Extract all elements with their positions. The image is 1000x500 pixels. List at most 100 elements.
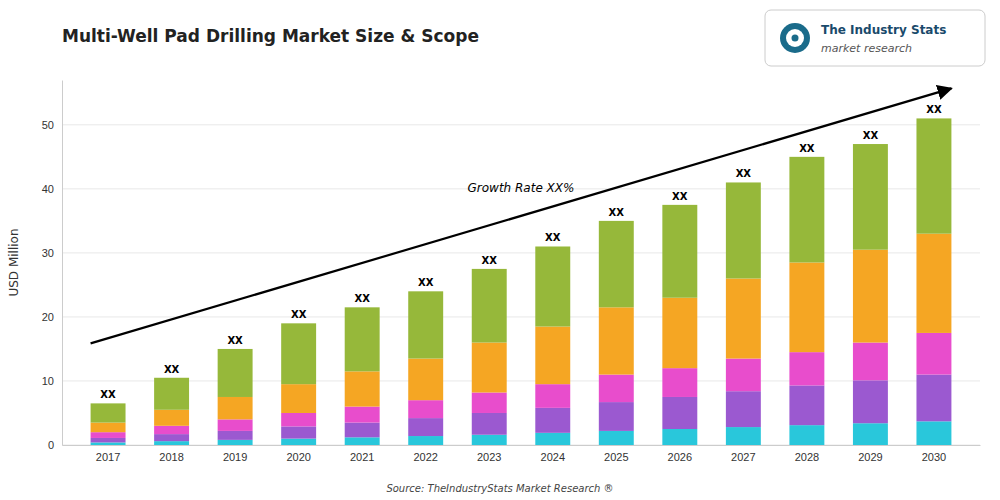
x-tick-label: 2030 [922, 451, 946, 463]
bar-segment [281, 384, 316, 413]
bar-segment [91, 438, 126, 442]
grid-line [62, 124, 980, 125]
y-tick: 20 [42, 311, 62, 323]
bar-label: XX [100, 389, 116, 400]
logo-text: The Industry Stats [821, 23, 946, 37]
bar-segment [472, 413, 507, 435]
y-tick: 40 [42, 183, 62, 195]
bar-segment [662, 205, 697, 298]
bar-label: XX [736, 168, 752, 179]
bar-segment [281, 439, 316, 445]
x-tick-label: 2027 [731, 451, 755, 463]
bar-segment [662, 429, 697, 445]
logo-icon [786, 29, 804, 47]
bar-segment [154, 441, 189, 445]
y-axis-line [62, 81, 63, 446]
bar-segment [281, 426, 316, 438]
series [91, 234, 952, 433]
bar-segment [853, 423, 888, 445]
grid-line [62, 380, 980, 381]
grid-line [62, 316, 980, 317]
bar-segment [599, 431, 634, 445]
x-tick-label: 2022 [413, 451, 437, 463]
bar-segment [599, 307, 634, 374]
x-tick-label: 2019 [223, 451, 247, 463]
x-tick-label: 2018 [159, 451, 183, 463]
bar-segment [726, 427, 761, 445]
bar-segment [535, 327, 570, 385]
bar-segment [154, 410, 189, 426]
x-tick: 2018 [159, 451, 183, 463]
bar-segment [599, 402, 634, 431]
x-tick: 2024 [541, 451, 565, 463]
y-tick-label: 0 [48, 439, 54, 451]
bar-segment [154, 434, 189, 441]
x-axis-line [63, 445, 981, 446]
x-tick-label: 2024 [541, 451, 565, 463]
bar-segment [916, 333, 951, 375]
y-tick: 10 [42, 375, 62, 387]
logo-icon [780, 23, 810, 53]
y-axis-title: USD Million [7, 228, 21, 296]
bar-label: XX [863, 130, 879, 141]
x-tick: 2022 [413, 451, 437, 463]
y-tick-label: 30 [42, 247, 54, 259]
bar-segment [472, 435, 507, 445]
bar-label: XX [545, 232, 561, 243]
y-tick-label: 10 [42, 375, 54, 387]
x-tick: 2021 [350, 451, 374, 463]
bar-segment [345, 307, 380, 371]
y-tick-label: 50 [42, 119, 54, 131]
logo-border [765, 10, 985, 66]
bar-segment [472, 269, 507, 343]
x-tick: 2028 [795, 451, 819, 463]
bar-segment [662, 368, 697, 397]
x-tick: 2026 [668, 451, 692, 463]
bar-segment [91, 432, 126, 438]
y-tick: 30 [42, 247, 62, 259]
x-tick: 2019 [223, 451, 247, 463]
bar-segment [281, 323, 316, 384]
bar-segment [789, 263, 824, 353]
bar-segment [726, 279, 761, 359]
y-tick: 50 [42, 119, 62, 131]
bar-label: XX [418, 277, 434, 288]
bar-segment [916, 234, 951, 333]
growth-label: Growth Rate XX% [468, 181, 575, 195]
bar-label: XX [227, 335, 243, 346]
bars [91, 118, 952, 445]
x-tick-label: 2029 [858, 451, 882, 463]
bar-segment [853, 343, 888, 381]
bar-label: XX [799, 143, 815, 154]
logo-text: market research [821, 42, 912, 55]
bar-segment [726, 391, 761, 427]
bar-segment [853, 250, 888, 343]
x-tick-label: 2021 [350, 451, 374, 463]
y-axis: 0 10 20 30 40 50 [42, 81, 63, 452]
x-tick-label: 2026 [668, 451, 692, 463]
plot: 0102030405020172018201920202021202220232… [42, 81, 981, 463]
x-tick-label: 2025 [604, 451, 628, 463]
x-tick: 2017 [96, 451, 120, 463]
chart: 0102030405020172018201920202021202220232… [0, 0, 1000, 500]
grid-line [62, 445, 980, 446]
bar-segment [853, 380, 888, 423]
bar-segment [916, 118, 951, 233]
title: Multi-Well Pad Drilling Market Size & Sc… [62, 26, 479, 46]
bar-segment [599, 375, 634, 403]
bar-label: XX [164, 364, 180, 375]
bar-segment [218, 440, 253, 445]
source: Source: TheIndustryStats Market Research… [386, 483, 613, 494]
bar-segment [218, 397, 253, 419]
logo-icon [792, 35, 799, 42]
x-tick: 2027 [731, 451, 755, 463]
bar-segment [789, 157, 824, 263]
bar-segment [408, 418, 443, 436]
bar-segment [408, 436, 443, 445]
x-tick: 2023 [477, 451, 501, 463]
bar-segment [408, 359, 443, 401]
bar-label: XX [291, 309, 307, 320]
bar-segment [218, 419, 253, 431]
bar-segment [853, 144, 888, 250]
x-tick-label: 2028 [795, 451, 819, 463]
